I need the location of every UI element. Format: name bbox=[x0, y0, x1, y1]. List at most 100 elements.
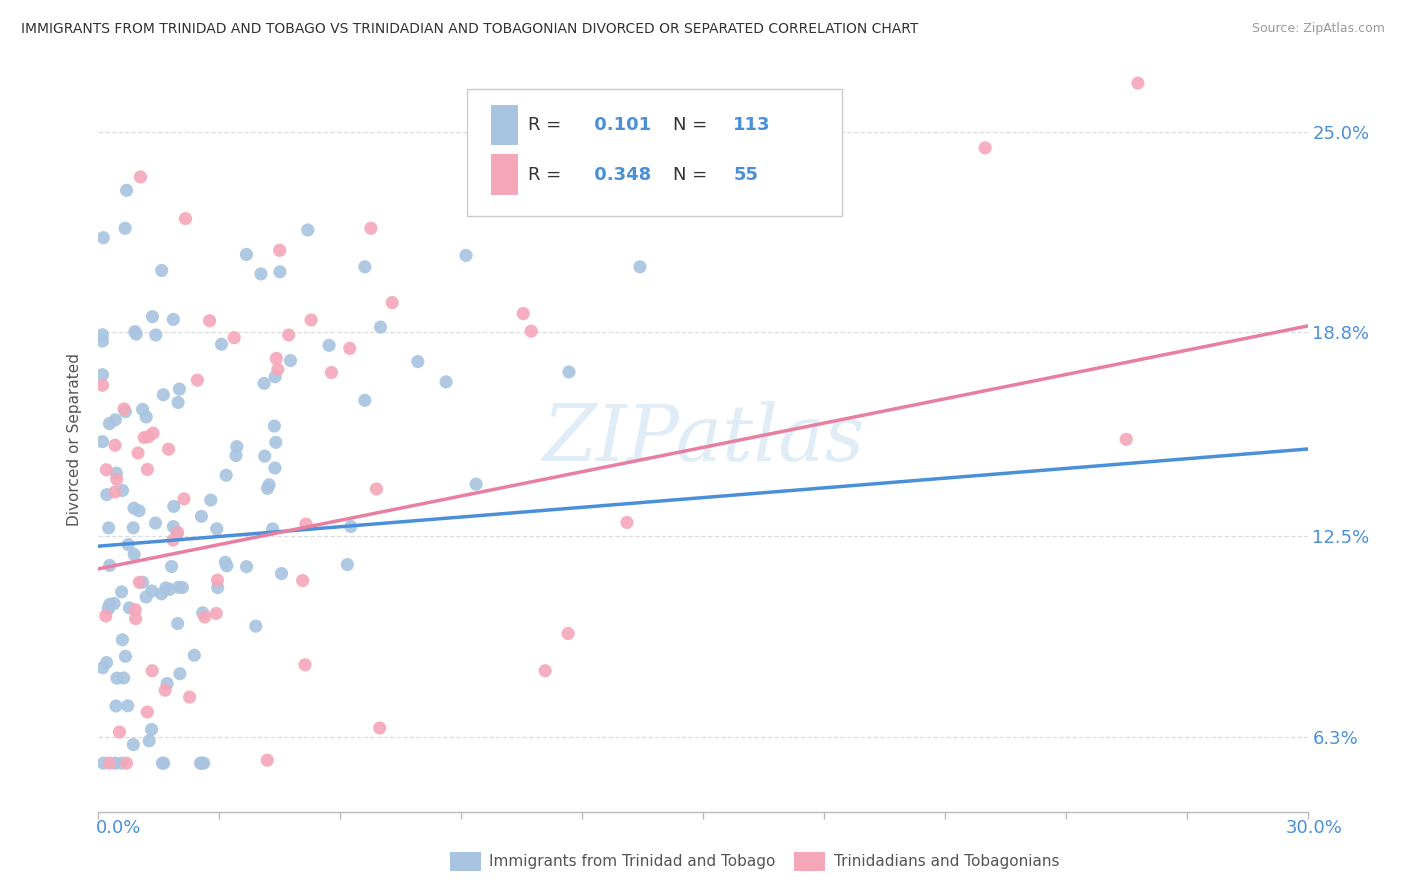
Point bbox=[136, 705, 159, 719]
Point bbox=[105, 472, 128, 486]
Point bbox=[360, 221, 382, 235]
Text: 0.0%: 0.0% bbox=[96, 819, 141, 837]
Point bbox=[434, 375, 457, 389]
Point bbox=[214, 555, 236, 569]
Point bbox=[91, 434, 114, 449]
Point bbox=[366, 482, 388, 496]
Text: R =: R = bbox=[527, 166, 567, 184]
Text: 0.101: 0.101 bbox=[588, 116, 651, 134]
Point bbox=[138, 430, 160, 444]
Point bbox=[114, 221, 136, 235]
Point bbox=[297, 223, 319, 237]
Point bbox=[257, 478, 280, 492]
Point bbox=[103, 597, 125, 611]
Point bbox=[558, 365, 581, 379]
Point bbox=[105, 671, 128, 685]
FancyBboxPatch shape bbox=[492, 104, 517, 145]
Point bbox=[145, 328, 167, 343]
Point bbox=[112, 671, 135, 685]
Point bbox=[340, 519, 363, 533]
Point bbox=[93, 756, 115, 771]
Point bbox=[616, 516, 638, 530]
Point bbox=[179, 690, 201, 705]
Point bbox=[98, 417, 121, 431]
Point bbox=[150, 587, 173, 601]
Text: Source: ZipAtlas.com: Source: ZipAtlas.com bbox=[1251, 22, 1385, 36]
Point bbox=[96, 656, 118, 670]
Point bbox=[117, 698, 139, 713]
Point bbox=[1115, 433, 1137, 447]
Point bbox=[207, 573, 229, 587]
Point bbox=[264, 435, 287, 450]
Text: R =: R = bbox=[527, 116, 567, 134]
Point bbox=[117, 538, 139, 552]
Point bbox=[91, 334, 114, 348]
Point bbox=[205, 607, 228, 621]
Point bbox=[169, 666, 191, 681]
Point bbox=[173, 491, 195, 506]
Point bbox=[91, 661, 114, 675]
Point bbox=[159, 582, 181, 597]
Point bbox=[141, 723, 163, 737]
Point bbox=[225, 440, 247, 454]
Point bbox=[98, 558, 121, 573]
Point bbox=[163, 500, 186, 514]
Point bbox=[155, 581, 177, 595]
Point bbox=[974, 141, 997, 155]
Point bbox=[162, 312, 184, 326]
Point bbox=[122, 501, 145, 516]
Point bbox=[122, 738, 145, 752]
Point bbox=[280, 353, 302, 368]
Point bbox=[169, 382, 191, 396]
Point bbox=[183, 648, 205, 663]
Point bbox=[135, 590, 157, 604]
Point bbox=[138, 734, 160, 748]
Point bbox=[256, 481, 278, 495]
Point bbox=[110, 584, 132, 599]
Point bbox=[141, 310, 163, 324]
Point bbox=[115, 183, 138, 197]
Point bbox=[166, 616, 188, 631]
Point bbox=[105, 466, 128, 480]
Point bbox=[128, 504, 150, 518]
Point bbox=[207, 581, 229, 595]
Point bbox=[186, 373, 208, 387]
Point bbox=[353, 393, 375, 408]
Point bbox=[266, 351, 288, 366]
Point bbox=[91, 378, 114, 392]
Point bbox=[91, 368, 114, 382]
Text: N =: N = bbox=[672, 116, 713, 134]
Point bbox=[277, 328, 299, 343]
Point bbox=[291, 574, 314, 588]
Point bbox=[318, 338, 340, 352]
Point bbox=[253, 449, 276, 463]
Point bbox=[534, 664, 557, 678]
Point bbox=[104, 438, 127, 452]
Point bbox=[162, 519, 184, 533]
Point bbox=[520, 324, 543, 338]
Text: Immigrants from Trinidad and Tobago: Immigrants from Trinidad and Tobago bbox=[489, 855, 776, 869]
Point bbox=[129, 169, 152, 184]
Point bbox=[269, 244, 291, 258]
Text: Trinidadians and Tobagonians: Trinidadians and Tobagonians bbox=[834, 855, 1059, 869]
Point bbox=[205, 522, 228, 536]
Point bbox=[299, 313, 322, 327]
Point bbox=[191, 606, 214, 620]
FancyBboxPatch shape bbox=[492, 154, 517, 195]
Point bbox=[336, 558, 359, 572]
Point bbox=[167, 395, 190, 409]
Point bbox=[160, 559, 183, 574]
Point bbox=[368, 721, 391, 735]
Point bbox=[97, 602, 120, 616]
Point bbox=[264, 369, 287, 384]
Point bbox=[97, 600, 120, 615]
Point bbox=[381, 295, 404, 310]
Point bbox=[135, 409, 157, 424]
Point bbox=[115, 756, 138, 771]
Point bbox=[145, 516, 167, 530]
Y-axis label: Divorced or Separated: Divorced or Separated bbox=[67, 353, 83, 525]
Point bbox=[235, 247, 257, 261]
Point bbox=[114, 649, 136, 664]
Point bbox=[122, 548, 145, 562]
Point bbox=[152, 756, 174, 771]
